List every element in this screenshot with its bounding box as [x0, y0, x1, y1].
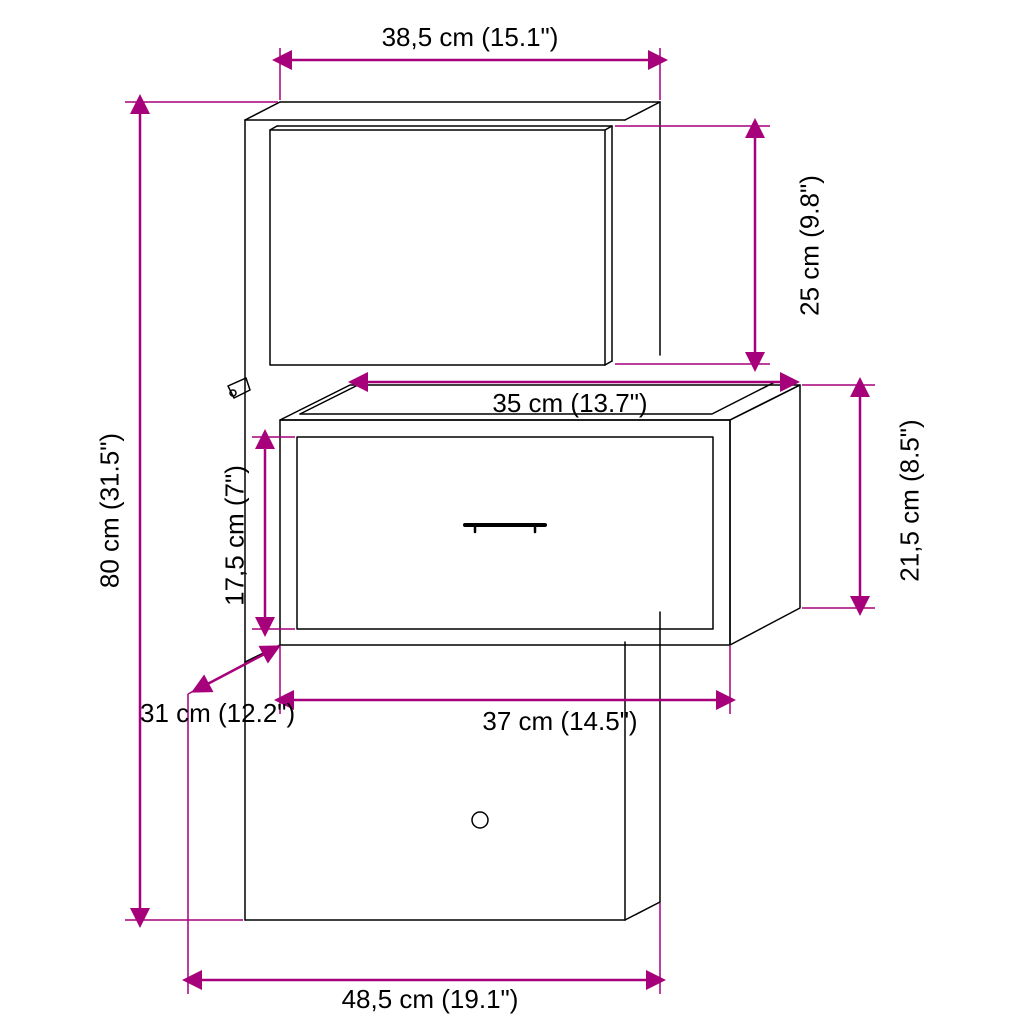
dim-top-depth: 35 cm (13.7"): [440, 388, 700, 419]
dim-drawer-height: 17,5 cm (7"): [220, 436, 251, 636]
dim-bottom-width: 48,5 cm (19.1"): [300, 984, 560, 1015]
dim-front-width: 37 cm (14.5"): [430, 706, 690, 737]
drawing-canvas: [0, 0, 1024, 1024]
furniture-outline: [228, 102, 800, 920]
dim-total-height: 80 cm (31.5"): [95, 391, 126, 631]
dim-depth: 31 cm (12.2"): [140, 698, 340, 729]
dim-cabinet-height: 21,5 cm (8.5"): [895, 391, 926, 611]
dim-mirror-height: 25 cm (9.8"): [795, 136, 826, 356]
dim-top-width: 38,5 cm (15.1"): [330, 22, 610, 53]
